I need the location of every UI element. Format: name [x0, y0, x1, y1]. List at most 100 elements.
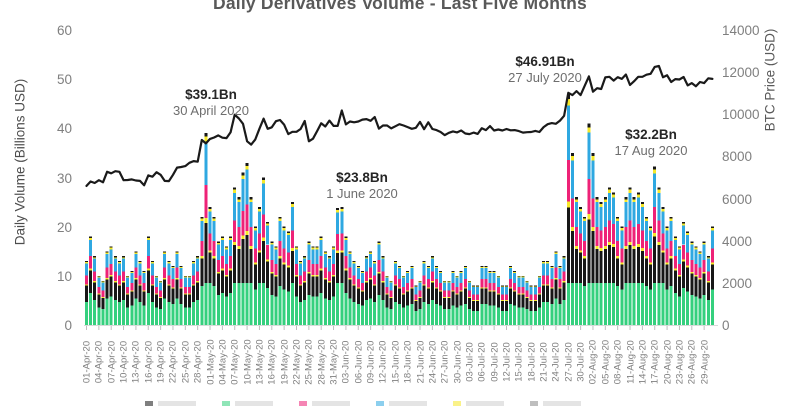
bar-segment-blue	[282, 230, 286, 249]
bar-segment-blue	[649, 230, 653, 249]
bar-segment-yellow-lower	[653, 232, 657, 237]
legend-cropped	[145, 401, 765, 406]
bar-segment-pink	[130, 282, 134, 291]
x-axis-tick-label: 25-May-20	[303, 339, 315, 385]
bar-segment-black	[562, 282, 566, 301]
bar-segment-black	[554, 279, 558, 299]
bar-segment-black-cap	[332, 246, 336, 248]
bar-segment-green	[134, 298, 138, 325]
bar-segment-pink	[266, 244, 270, 260]
bar-segment-black	[257, 252, 261, 284]
bar-segment-black-cap	[393, 261, 397, 263]
bar-segment-pink	[513, 282, 517, 291]
bar-segment-black	[146, 270, 150, 294]
legend-item	[145, 401, 196, 406]
bar-segment-blue	[694, 249, 698, 264]
bar-segment-green	[365, 300, 368, 325]
bar-segment-black	[583, 258, 587, 287]
bar-segment-black-cap	[698, 251, 702, 253]
bar-segment-yellow-lower	[344, 268, 348, 271]
bar-segment-blue	[142, 272, 146, 283]
bar-segment-yellow-lower	[472, 299, 476, 301]
bar-segment-pink	[365, 271, 368, 282]
bar-segment-yellow-lower	[192, 284, 196, 286]
bar-segment-blue	[480, 268, 484, 280]
bar-segment-black	[430, 282, 434, 301]
bar-segment-pink	[356, 279, 360, 288]
bar-segment-green	[303, 300, 307, 325]
bar-segment-black-cap	[558, 266, 562, 267]
bar-segment-pink	[430, 271, 434, 282]
bar-segment-black	[558, 288, 562, 304]
bar-segment-yellow-upper	[220, 237, 224, 240]
bar-segment-black-cap	[89, 236, 93, 238]
bar-segment-green	[484, 303, 488, 325]
bar-segment-blue	[85, 263, 88, 276]
bar-segment-yellow-lower	[295, 274, 298, 277]
bar-segment-black	[546, 285, 550, 302]
bar-segment-green	[402, 307, 406, 325]
bar-segment-pink	[155, 286, 158, 294]
bar-segment-black-cap	[690, 241, 694, 243]
bar-segment-black	[476, 300, 480, 311]
bar-segment-pink	[179, 279, 183, 288]
bar-segment-green	[669, 286, 673, 325]
bar-segment-black	[636, 246, 640, 284]
bar-segment-yellow-upper	[393, 262, 397, 264]
bar-segment-black	[262, 240, 266, 284]
bar-segment-black	[542, 285, 546, 302]
bar-segment-yellow-lower	[336, 250, 340, 254]
bar-segment-green	[690, 294, 694, 325]
bar-segment-green	[117, 301, 121, 325]
bar-segment-pink	[422, 275, 426, 285]
bar-segment-black-cap	[620, 226, 624, 229]
x-axis-tick-label: 24-Jun-20	[427, 340, 439, 384]
bar-segment-blue	[562, 258, 566, 272]
bar-segment-black	[352, 285, 356, 302]
bar-segment-pink	[500, 294, 504, 300]
bar-segment-yellow-lower	[455, 293, 459, 295]
bar-segment-yellow-lower	[677, 274, 681, 277]
bar-segment-pink	[706, 271, 710, 282]
btc-price-line	[85, 64, 714, 187]
bar-segment-black-cap	[204, 132, 208, 137]
bar-segment-black-cap	[591, 152, 595, 157]
bar-segment-black	[677, 276, 681, 297]
bar-segment-yellow-lower	[595, 246, 599, 249]
bar-segment-yellow-upper	[533, 286, 537, 288]
bar-segment-black	[517, 294, 521, 308]
bar-segment-black-cap	[262, 177, 266, 181]
bar-segment-pink	[406, 282, 410, 291]
bar-segment-yellow-upper	[262, 180, 266, 184]
bar-segment-blue	[500, 287, 504, 295]
x-axis-tick-label: 08-Aug-20	[612, 339, 624, 385]
bar-segment-yellow-lower	[187, 293, 191, 295]
bar-segment-blue	[566, 105, 570, 161]
bar-segment-green	[393, 301, 397, 325]
legend-text-cropped	[543, 401, 581, 406]
bar-segment-black-cap	[187, 275, 191, 277]
bar-segment-yellow-upper	[315, 247, 319, 250]
bar-segment-black-cap	[447, 280, 451, 282]
bar-segment-pink	[492, 282, 496, 291]
bar-segment-yellow-upper	[517, 276, 521, 278]
bar-segment-black	[418, 297, 422, 310]
bar-segment-blue	[665, 230, 669, 249]
bar-segment-yellow-lower	[241, 235, 245, 239]
bar-segment-yellow-upper	[101, 281, 105, 283]
bar-segment-black	[455, 294, 459, 308]
bar-segment-blue	[109, 249, 113, 264]
bar-segment-black-cap	[307, 241, 311, 243]
bar-segment-green	[373, 301, 377, 325]
bar-segment-yellow-upper	[274, 247, 278, 250]
bar-segment-green	[208, 283, 212, 325]
legend-item	[530, 401, 581, 406]
bar-segment-yellow-upper	[253, 228, 257, 231]
bar-segment-blue	[122, 258, 126, 272]
bar-segment-pink	[410, 279, 414, 288]
bar-segment-black	[113, 282, 117, 301]
bar-segment-black-cap	[270, 241, 274, 243]
bar-segment-blue	[624, 202, 628, 228]
bar-segment-green	[492, 305, 496, 325]
bar-segment-black-cap	[93, 256, 97, 258]
